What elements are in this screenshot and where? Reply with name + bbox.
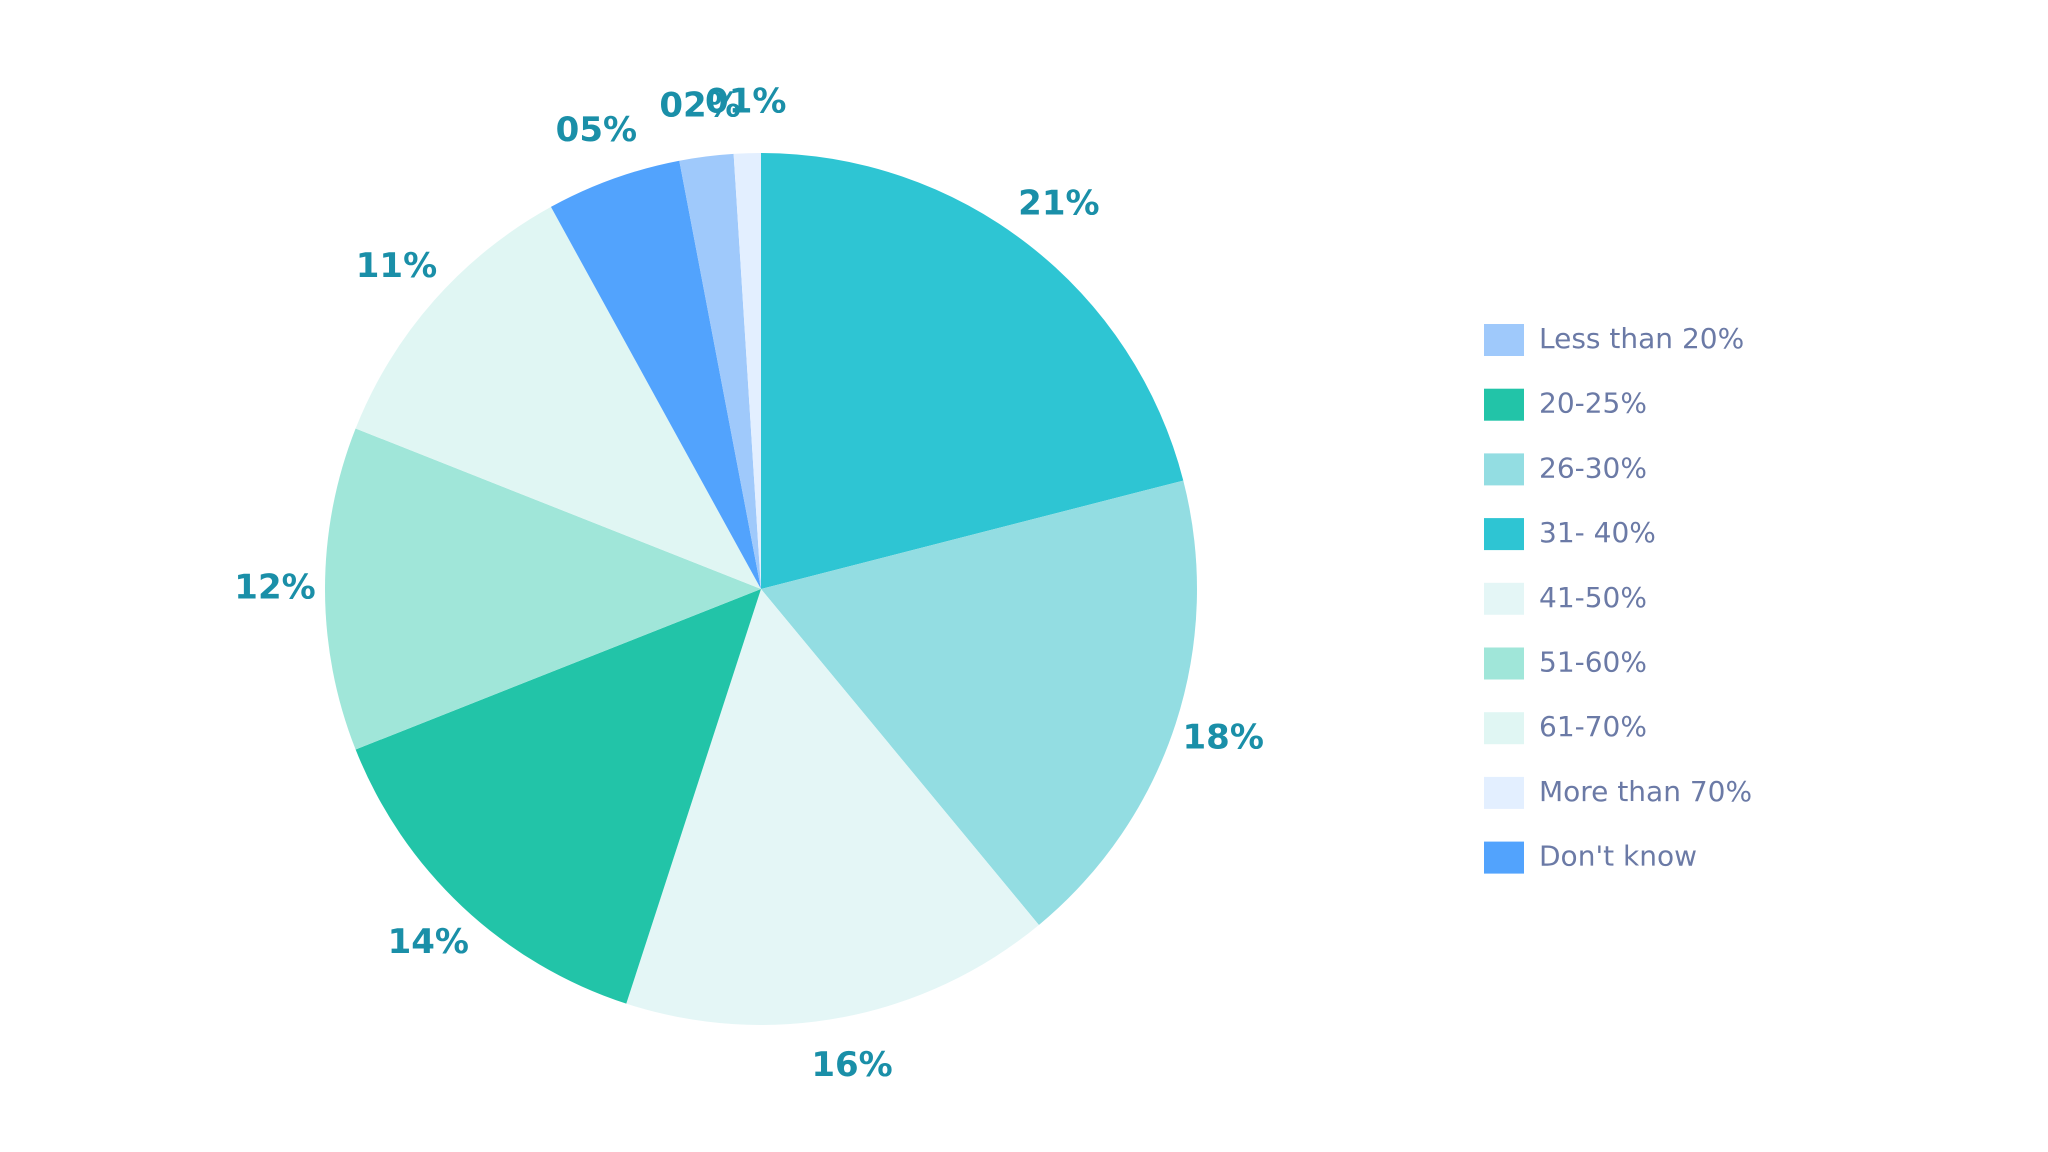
legend-label: 41-50% <box>1539 581 1647 614</box>
data-label: 14% <box>388 922 469 962</box>
legend-label: Less than 20% <box>1539 322 1744 355</box>
legend-label: 20-25% <box>1539 387 1647 420</box>
data-label: 01% <box>705 82 786 122</box>
pie-slice <box>626 589 1039 1025</box>
data-label: 18% <box>1183 718 1264 758</box>
legend-label: Don't know <box>1539 840 1697 873</box>
data-label: 02% <box>659 85 740 125</box>
legend-swatch <box>1484 518 1524 551</box>
legend-swatch <box>1484 582 1524 615</box>
legend-swatch <box>1484 324 1524 356</box>
legend-swatch <box>1484 841 1524 874</box>
data-label: 05% <box>556 110 637 150</box>
legend-label: More than 70% <box>1539 775 1752 808</box>
pie-slice <box>733 153 761 589</box>
data-label: 11% <box>356 246 437 286</box>
pie-slice <box>550 160 761 589</box>
legend-label: 26-30% <box>1539 451 1647 484</box>
legend-swatch <box>1484 712 1524 745</box>
legend-swatch <box>1484 647 1524 680</box>
pie-slice <box>325 428 761 750</box>
pie-slice <box>761 480 1197 925</box>
data-label: 12% <box>234 568 315 608</box>
data-label: 21% <box>1018 183 1099 223</box>
pie-slice <box>761 153 1184 589</box>
legend-swatch <box>1484 776 1524 809</box>
pie-slice <box>679 153 761 589</box>
pie-slice <box>355 589 761 1004</box>
legend-label: 51-60% <box>1539 646 1647 679</box>
data-label: 16% <box>811 1045 892 1085</box>
legend-label: 31- 40% <box>1539 516 1656 549</box>
legend-label: 61-70% <box>1539 710 1647 743</box>
legend-swatch <box>1484 453 1524 486</box>
pie-slice <box>355 206 761 589</box>
legend-swatch <box>1484 388 1524 421</box>
